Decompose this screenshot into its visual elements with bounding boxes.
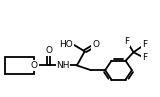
- Text: HO: HO: [59, 40, 73, 49]
- FancyBboxPatch shape: [5, 57, 34, 74]
- Text: O: O: [31, 61, 38, 70]
- Text: O: O: [45, 46, 52, 55]
- Text: F: F: [125, 37, 130, 46]
- Text: F: F: [142, 40, 147, 49]
- Text: NH: NH: [56, 61, 70, 70]
- Text: F: F: [142, 53, 147, 62]
- Text: O: O: [92, 40, 99, 49]
